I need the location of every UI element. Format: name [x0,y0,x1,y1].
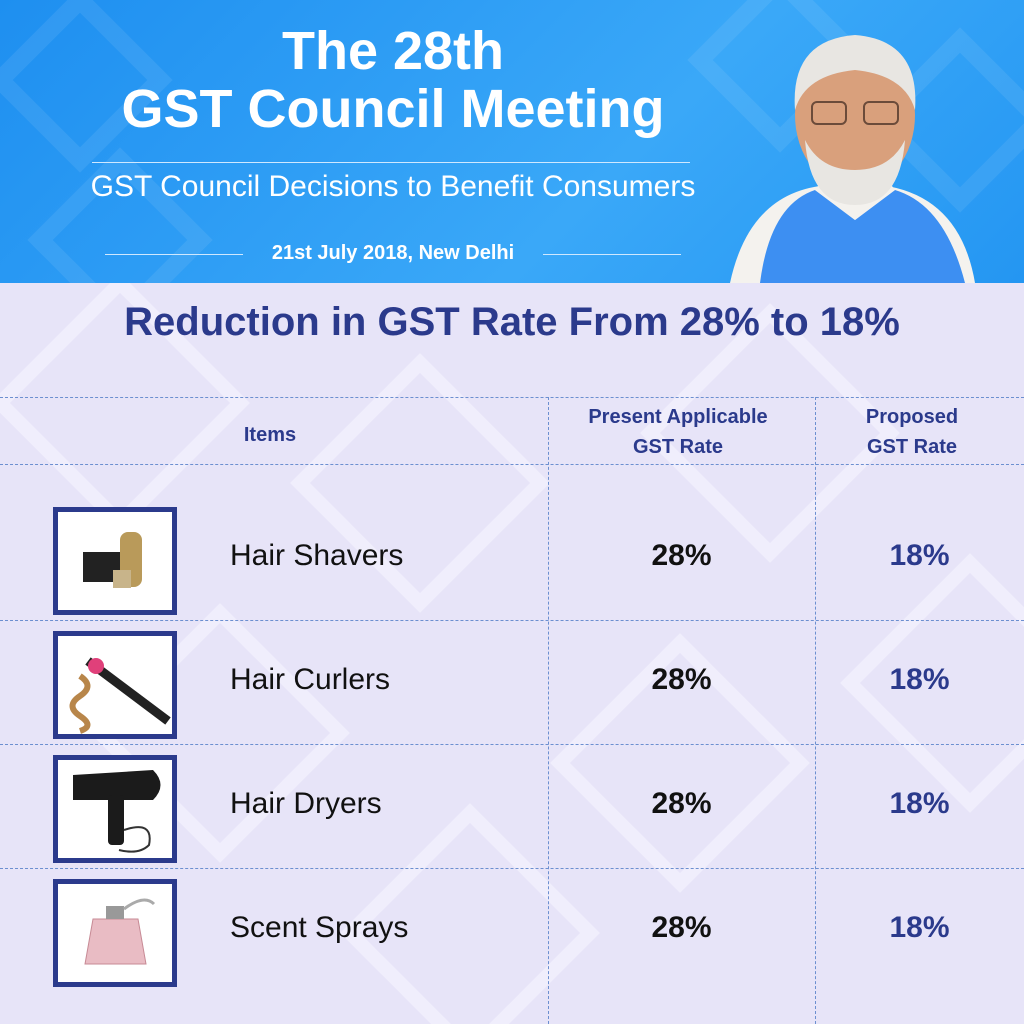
proposed-rate: 18% [889,539,950,572]
column-header: Proposed GST Rate [865,406,959,458]
portrait [730,35,975,283]
proposed-rate: 18% [889,911,950,944]
item-image [53,755,177,863]
present-rate: 28% [651,663,712,696]
present-rate: 28% [651,911,712,944]
column-divider [548,397,549,1024]
title-line: GST Council Meeting [121,79,665,139]
item-image [53,631,177,739]
row-divider [0,464,1024,465]
proposed-rate: 18% [889,787,950,820]
proposed-rate: 18% [889,663,950,696]
row-divider [0,620,1024,621]
present-rate: 28% [651,787,712,820]
date: 21st July 2018, New Delhi [271,242,515,264]
item-name: Hair Dryers [230,787,382,820]
present-rate: 28% [651,539,712,572]
subtitle: GST Council Decisions to Benefit Consume… [90,170,696,203]
column-header: Items [243,424,297,446]
row-divider [0,744,1024,745]
heading: Reduction in GST Rate From 28% to 18% [124,300,900,344]
item-name: Scent Sprays [230,911,409,944]
row-divider [0,397,1024,398]
divider [105,254,243,255]
column-header: Present Applicable GST Rate [588,406,768,458]
item-image [53,879,177,987]
header-banner: The 28th GST Council Meeting GST Council… [0,0,1024,283]
column-divider [815,397,816,1024]
item-name: Hair Curlers [230,663,391,696]
divider [543,254,681,255]
item-name: Hair Shavers [230,539,404,572]
background-pattern [0,283,1024,1024]
divider [92,162,690,163]
row-divider [0,868,1024,869]
title-line: The 28th [281,21,505,81]
item-image [53,507,177,615]
